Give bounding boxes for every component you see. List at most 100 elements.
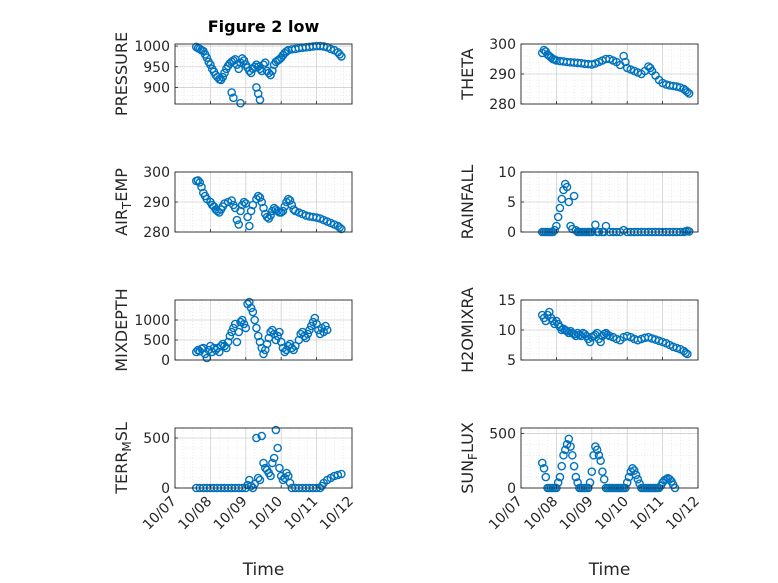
data-point bbox=[633, 474, 643, 484]
data-point bbox=[241, 323, 251, 333]
y-axis-label: MIXDEPTH bbox=[112, 288, 131, 371]
data-point bbox=[222, 343, 231, 353]
data-point bbox=[246, 206, 256, 216]
data-point bbox=[539, 464, 549, 473]
data-point bbox=[257, 197, 267, 207]
data-point bbox=[306, 321, 316, 331]
data-point bbox=[285, 196, 295, 205]
data-point bbox=[335, 50, 344, 59]
data-point bbox=[278, 475, 288, 485]
data-point bbox=[271, 335, 281, 345]
y-tick-label: 280 bbox=[143, 225, 170, 241]
chart-title: Figure 2 low bbox=[208, 17, 320, 36]
data-point bbox=[197, 182, 206, 192]
data-point bbox=[285, 478, 295, 488]
data-point bbox=[266, 471, 275, 481]
data-point bbox=[592, 445, 602, 455]
data-point bbox=[303, 329, 313, 339]
data-point bbox=[248, 307, 258, 317]
data-point bbox=[684, 89, 694, 98]
data-point bbox=[206, 60, 215, 69]
data-point bbox=[266, 70, 275, 80]
data-point bbox=[271, 425, 281, 435]
data-point bbox=[266, 211, 275, 220]
data-point bbox=[246, 303, 256, 313]
data-point bbox=[333, 470, 343, 480]
data-point bbox=[214, 347, 224, 357]
y-tick-label: 900 bbox=[143, 80, 170, 96]
y-axis-label: TERRMSL bbox=[112, 422, 134, 495]
data-point bbox=[557, 194, 567, 204]
data-point bbox=[273, 443, 282, 453]
y-tick-label: 300 bbox=[489, 37, 516, 53]
data-point bbox=[246, 68, 256, 78]
data-point bbox=[545, 307, 554, 317]
data-point bbox=[232, 215, 242, 225]
data-point bbox=[239, 197, 249, 207]
data-point bbox=[621, 57, 630, 67]
data-point bbox=[310, 313, 320, 323]
data-point bbox=[223, 337, 233, 347]
data-point bbox=[557, 461, 567, 471]
data-point bbox=[684, 227, 694, 236]
x-tick-label: 10/10 bbox=[246, 494, 286, 534]
data-point bbox=[683, 87, 692, 97]
x-tick-label: 10/11 bbox=[282, 494, 322, 534]
data-point bbox=[220, 68, 229, 78]
data-point bbox=[193, 176, 203, 185]
data-point bbox=[321, 321, 330, 331]
data-point bbox=[337, 52, 346, 61]
data-point bbox=[598, 467, 607, 476]
y-tick-label: 500 bbox=[143, 333, 170, 349]
data-point bbox=[229, 323, 238, 333]
data-point bbox=[232, 337, 242, 347]
y-tick-label: 300 bbox=[143, 165, 170, 181]
x-tick-label: 10/10 bbox=[592, 494, 632, 534]
data-point bbox=[681, 348, 690, 358]
data-point bbox=[255, 95, 265, 105]
data-point bbox=[555, 203, 565, 213]
data-point bbox=[234, 327, 244, 337]
data-point bbox=[596, 337, 605, 347]
data-point bbox=[555, 472, 565, 482]
axes-box bbox=[520, 427, 699, 489]
axes-box bbox=[174, 299, 353, 361]
data-point bbox=[259, 458, 268, 468]
data-point bbox=[569, 191, 579, 201]
y-axis-label: H2OMIXRA bbox=[458, 287, 477, 373]
x-tick-label: 10/11 bbox=[628, 494, 668, 534]
data-point bbox=[566, 442, 575, 451]
y-tick-label: 0 bbox=[161, 353, 170, 369]
data-point bbox=[269, 453, 279, 463]
x-tick-label: 10/07 bbox=[140, 494, 180, 534]
data-point bbox=[599, 329, 609, 339]
data-point bbox=[262, 339, 272, 349]
y-tick-label: 15 bbox=[498, 293, 516, 309]
data-point bbox=[569, 461, 579, 471]
data-point bbox=[268, 458, 277, 468]
y-axis-label: RAINFALL bbox=[458, 165, 477, 240]
data-point bbox=[541, 472, 551, 482]
data-point bbox=[245, 221, 254, 231]
data-point bbox=[312, 319, 321, 329]
data-point bbox=[227, 196, 236, 205]
data-point bbox=[252, 323, 261, 333]
data-point bbox=[301, 333, 311, 343]
data-point bbox=[587, 467, 597, 476]
data-point bbox=[229, 93, 238, 103]
data-point bbox=[337, 469, 346, 479]
data-point bbox=[599, 474, 609, 484]
data-point bbox=[557, 325, 567, 335]
y-tick-label: 0 bbox=[161, 481, 170, 497]
data-point bbox=[275, 463, 284, 473]
x-tick-label: 10/09 bbox=[557, 494, 597, 534]
data-point bbox=[236, 98, 245, 108]
y-tick-label: 1000 bbox=[134, 39, 170, 55]
data-point bbox=[550, 225, 559, 235]
data-point bbox=[337, 224, 346, 234]
data-point bbox=[603, 330, 613, 340]
